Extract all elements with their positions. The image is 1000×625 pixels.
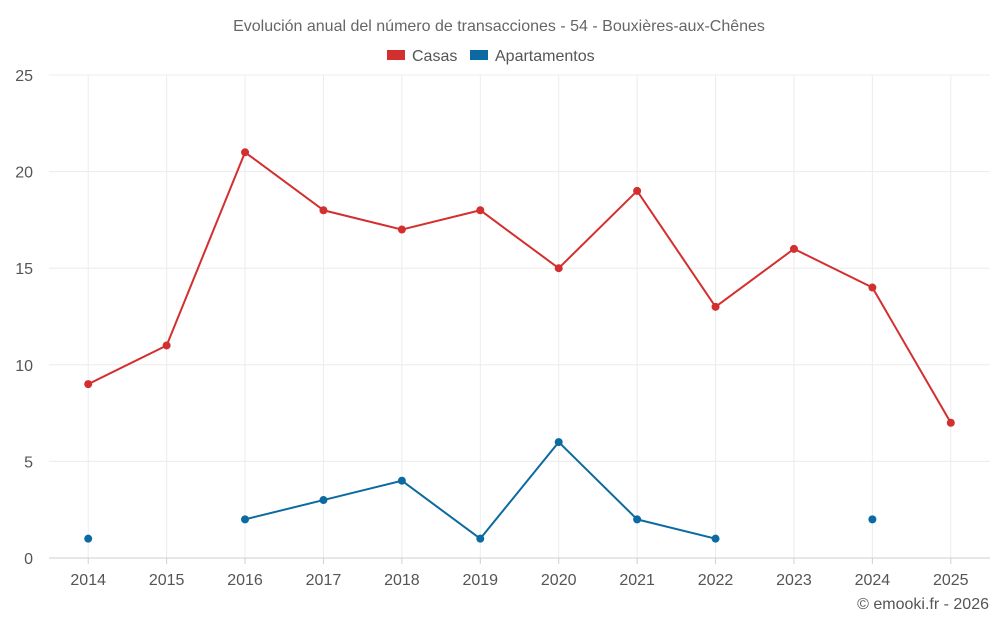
y-tick-label: 25 (15, 68, 33, 85)
data-point-apartamentos[interactable] (633, 515, 642, 524)
data-point-casas[interactable] (711, 302, 720, 311)
y-tick-label: 5 (24, 454, 33, 471)
legend-swatch-casas (387, 50, 405, 60)
legend-label-apartamentos[interactable]: Apartamentos (495, 48, 595, 65)
data-point-casas[interactable] (397, 225, 406, 234)
data-point-apartamentos[interactable] (554, 438, 563, 447)
x-tick-label: 2024 (855, 572, 891, 589)
x-tick-label: 2018 (384, 572, 420, 589)
x-tick-label: 2017 (306, 572, 342, 589)
legend-swatch-apartamentos (470, 50, 488, 60)
x-tick-label: 2016 (227, 572, 263, 589)
data-point-casas[interactable] (946, 418, 955, 427)
data-point-apartamentos[interactable] (241, 515, 250, 524)
chart-title: Evolución anual del número de transaccio… (233, 18, 765, 35)
data-point-casas[interactable] (554, 264, 563, 273)
data-point-casas[interactable] (633, 186, 642, 195)
data-point-casas[interactable] (789, 244, 798, 253)
x-tick-label: 2019 (462, 572, 498, 589)
data-point-apartamentos[interactable] (84, 534, 93, 543)
y-tick-label: 0 (24, 551, 33, 568)
x-tick-label: 2015 (149, 572, 185, 589)
data-point-casas[interactable] (319, 206, 328, 215)
credit-text: © emooki.fr - 2026 (857, 596, 989, 613)
x-tick-label: 2014 (70, 572, 106, 589)
data-point-apartamentos[interactable] (868, 515, 877, 524)
y-tick-label: 10 (15, 358, 33, 375)
legend: Casas Apartamentos (387, 48, 595, 65)
x-tick-label: 2020 (541, 572, 577, 589)
series-line-casas (87, 151, 952, 424)
data-point-apartamentos[interactable] (397, 476, 406, 485)
x-tick-label: 2021 (619, 572, 655, 589)
data-point-apartamentos[interactable] (319, 496, 328, 505)
data-point-casas[interactable] (162, 341, 171, 350)
y-tick-label: 20 (15, 165, 33, 182)
data-point-casas[interactable] (476, 206, 485, 215)
series-group (84, 148, 955, 543)
y-tick-label: 15 (15, 261, 33, 278)
x-tick-label: 2022 (698, 572, 734, 589)
data-point-apartamentos[interactable] (711, 534, 720, 543)
data-point-casas[interactable] (868, 283, 877, 292)
grid (49, 74, 990, 558)
data-point-apartamentos[interactable] (476, 534, 485, 543)
y-axis: 0 5 10 15 20 25 (15, 68, 33, 568)
data-point-casas[interactable] (241, 148, 250, 157)
x-tick-label: 2025 (933, 572, 969, 589)
data-point-casas[interactable] (84, 380, 93, 389)
x-tick-label: 2023 (776, 572, 812, 589)
legend-label-casas[interactable]: Casas (412, 48, 457, 65)
x-axis: 2014 2015 2016 2017 2018 2019 2020 2021 2022 2023… (49, 557, 990, 589)
